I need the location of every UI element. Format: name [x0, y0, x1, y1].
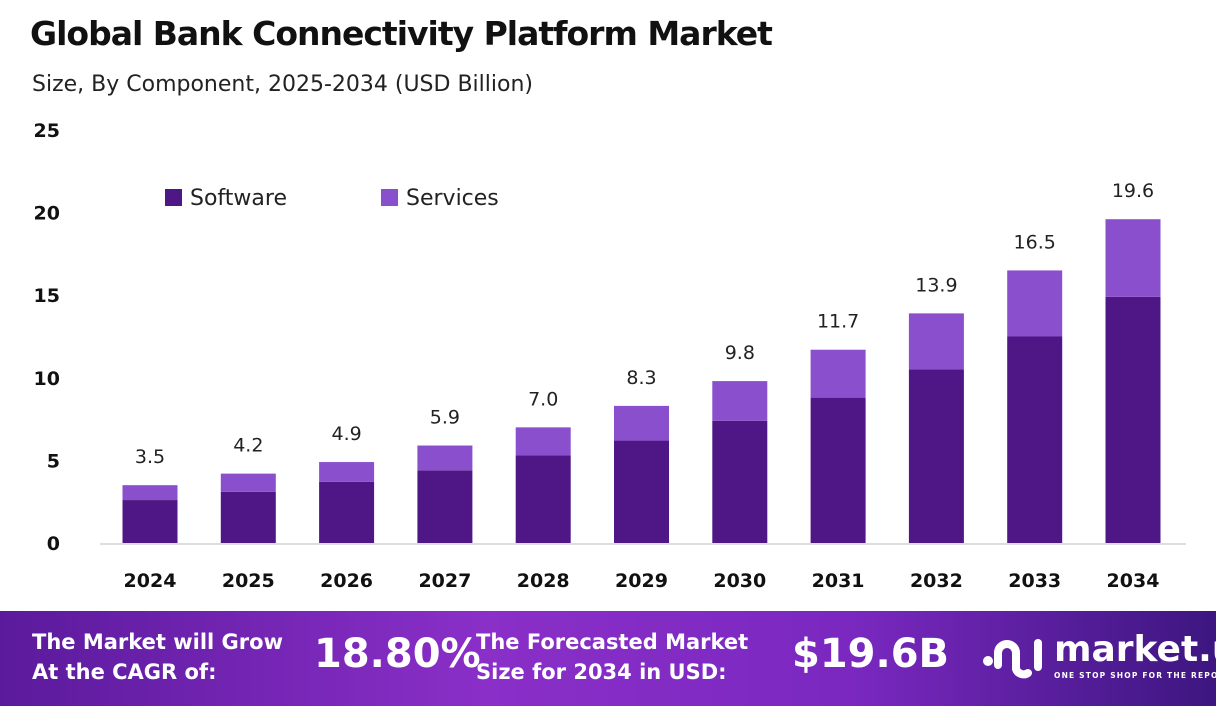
- forecast-value: $19.6B: [792, 631, 950, 677]
- total-label-2032: 13.9: [915, 274, 957, 296]
- total-label-2034: 19.6: [1112, 180, 1154, 202]
- x-tick-label-2024: 2024: [124, 570, 177, 592]
- total-label-2024: 3.5: [135, 446, 165, 468]
- bar-services-2029: [614, 405, 669, 441]
- x-tick-label-2029: 2029: [615, 570, 668, 592]
- legend-swatch-services: [381, 189, 398, 206]
- chart-subtitle: Size, By Component, 2025-2034 (USD Billi…: [32, 72, 533, 97]
- cagr-label: The Market will Grow At the CAGR of:: [32, 627, 283, 687]
- logo-name: market.us: [1054, 629, 1216, 670]
- x-tick-label-2031: 2031: [812, 570, 865, 592]
- bar-services-2027: [417, 445, 473, 471]
- logo-icon: [983, 639, 1042, 679]
- bar-software-2032: [908, 369, 964, 543]
- legend-label-software: Software: [190, 186, 287, 211]
- cagr-label-line1: The Market will Grow: [32, 630, 283, 654]
- total-label-2025: 4.2: [233, 435, 263, 457]
- y-tick-label: 10: [34, 368, 60, 390]
- bar-services-2030: [712, 381, 768, 421]
- bar-software-2027: [417, 470, 473, 543]
- bar-software-2029: [614, 440, 669, 543]
- bar-services-2031: [810, 349, 866, 398]
- bar-software-2030: [712, 420, 768, 543]
- y-tick-label: 0: [47, 533, 60, 555]
- forecast-label-line2: Size for 2034 in USD:: [476, 660, 727, 684]
- bar-services-2033: [1007, 270, 1063, 337]
- x-tick-label-2028: 2028: [517, 570, 570, 592]
- legend-swatch-software: [165, 189, 182, 206]
- total-label-2026: 4.9: [331, 423, 361, 445]
- forecast-label-line1: The Forecasted Market: [476, 630, 749, 654]
- y-tick-label: 25: [34, 120, 60, 142]
- total-label-2027: 5.9: [430, 407, 460, 429]
- cagr-value: 18.80%: [314, 631, 481, 677]
- bar-chart: 05101520253.520244.220254.920265.920277.…: [34, 120, 1186, 592]
- y-tick-label: 20: [34, 203, 60, 225]
- chart-title: Global Bank Connectivity Platform Market: [30, 14, 773, 53]
- bar-software-2026: [319, 481, 375, 543]
- footer-banner: The Market will Grow At the CAGR of: 18.…: [0, 611, 1216, 706]
- bar-software-2024: [122, 500, 178, 543]
- y-tick-label: 15: [34, 285, 60, 307]
- forecast-label: The Forecasted Market Size for 2034 in U…: [476, 627, 748, 687]
- total-label-2033: 16.5: [1014, 231, 1056, 253]
- bar-services-2034: [1105, 219, 1161, 297]
- x-tick-label-2032: 2032: [910, 570, 963, 592]
- bar-software-2025: [220, 491, 276, 543]
- total-label-2030: 9.8: [725, 342, 755, 364]
- bar-software-2031: [810, 397, 866, 543]
- bar-services-2024: [122, 485, 178, 501]
- market-us-logo: market.us ONE STOP SHOP FOR THE REPORTS: [982, 629, 1216, 691]
- bar-software-2034: [1105, 296, 1161, 543]
- x-tick-label-2034: 2034: [1107, 570, 1160, 592]
- x-tick-label-2027: 2027: [418, 570, 471, 592]
- cagr-label-line2: At the CAGR of:: [32, 660, 217, 684]
- bar-services-2026: [319, 462, 375, 482]
- legend-label-services: Services: [406, 186, 499, 211]
- x-tick-label-2026: 2026: [320, 570, 373, 592]
- x-tick-label-2030: 2030: [713, 570, 766, 592]
- bar-services-2025: [220, 473, 276, 492]
- total-label-2031: 11.7: [817, 311, 859, 333]
- bar-software-2033: [1007, 336, 1063, 543]
- bar-services-2032: [908, 313, 964, 370]
- bar-software-2028: [515, 455, 571, 543]
- x-tick-label-2033: 2033: [1008, 570, 1061, 592]
- total-label-2029: 8.3: [626, 367, 656, 389]
- total-label-2028: 7.0: [528, 388, 558, 410]
- bar-services-2028: [515, 427, 571, 456]
- logo-tagline: ONE STOP SHOP FOR THE REPORTS: [1054, 671, 1216, 680]
- y-tick-label: 5: [47, 450, 60, 472]
- x-tick-label-2025: 2025: [222, 570, 275, 592]
